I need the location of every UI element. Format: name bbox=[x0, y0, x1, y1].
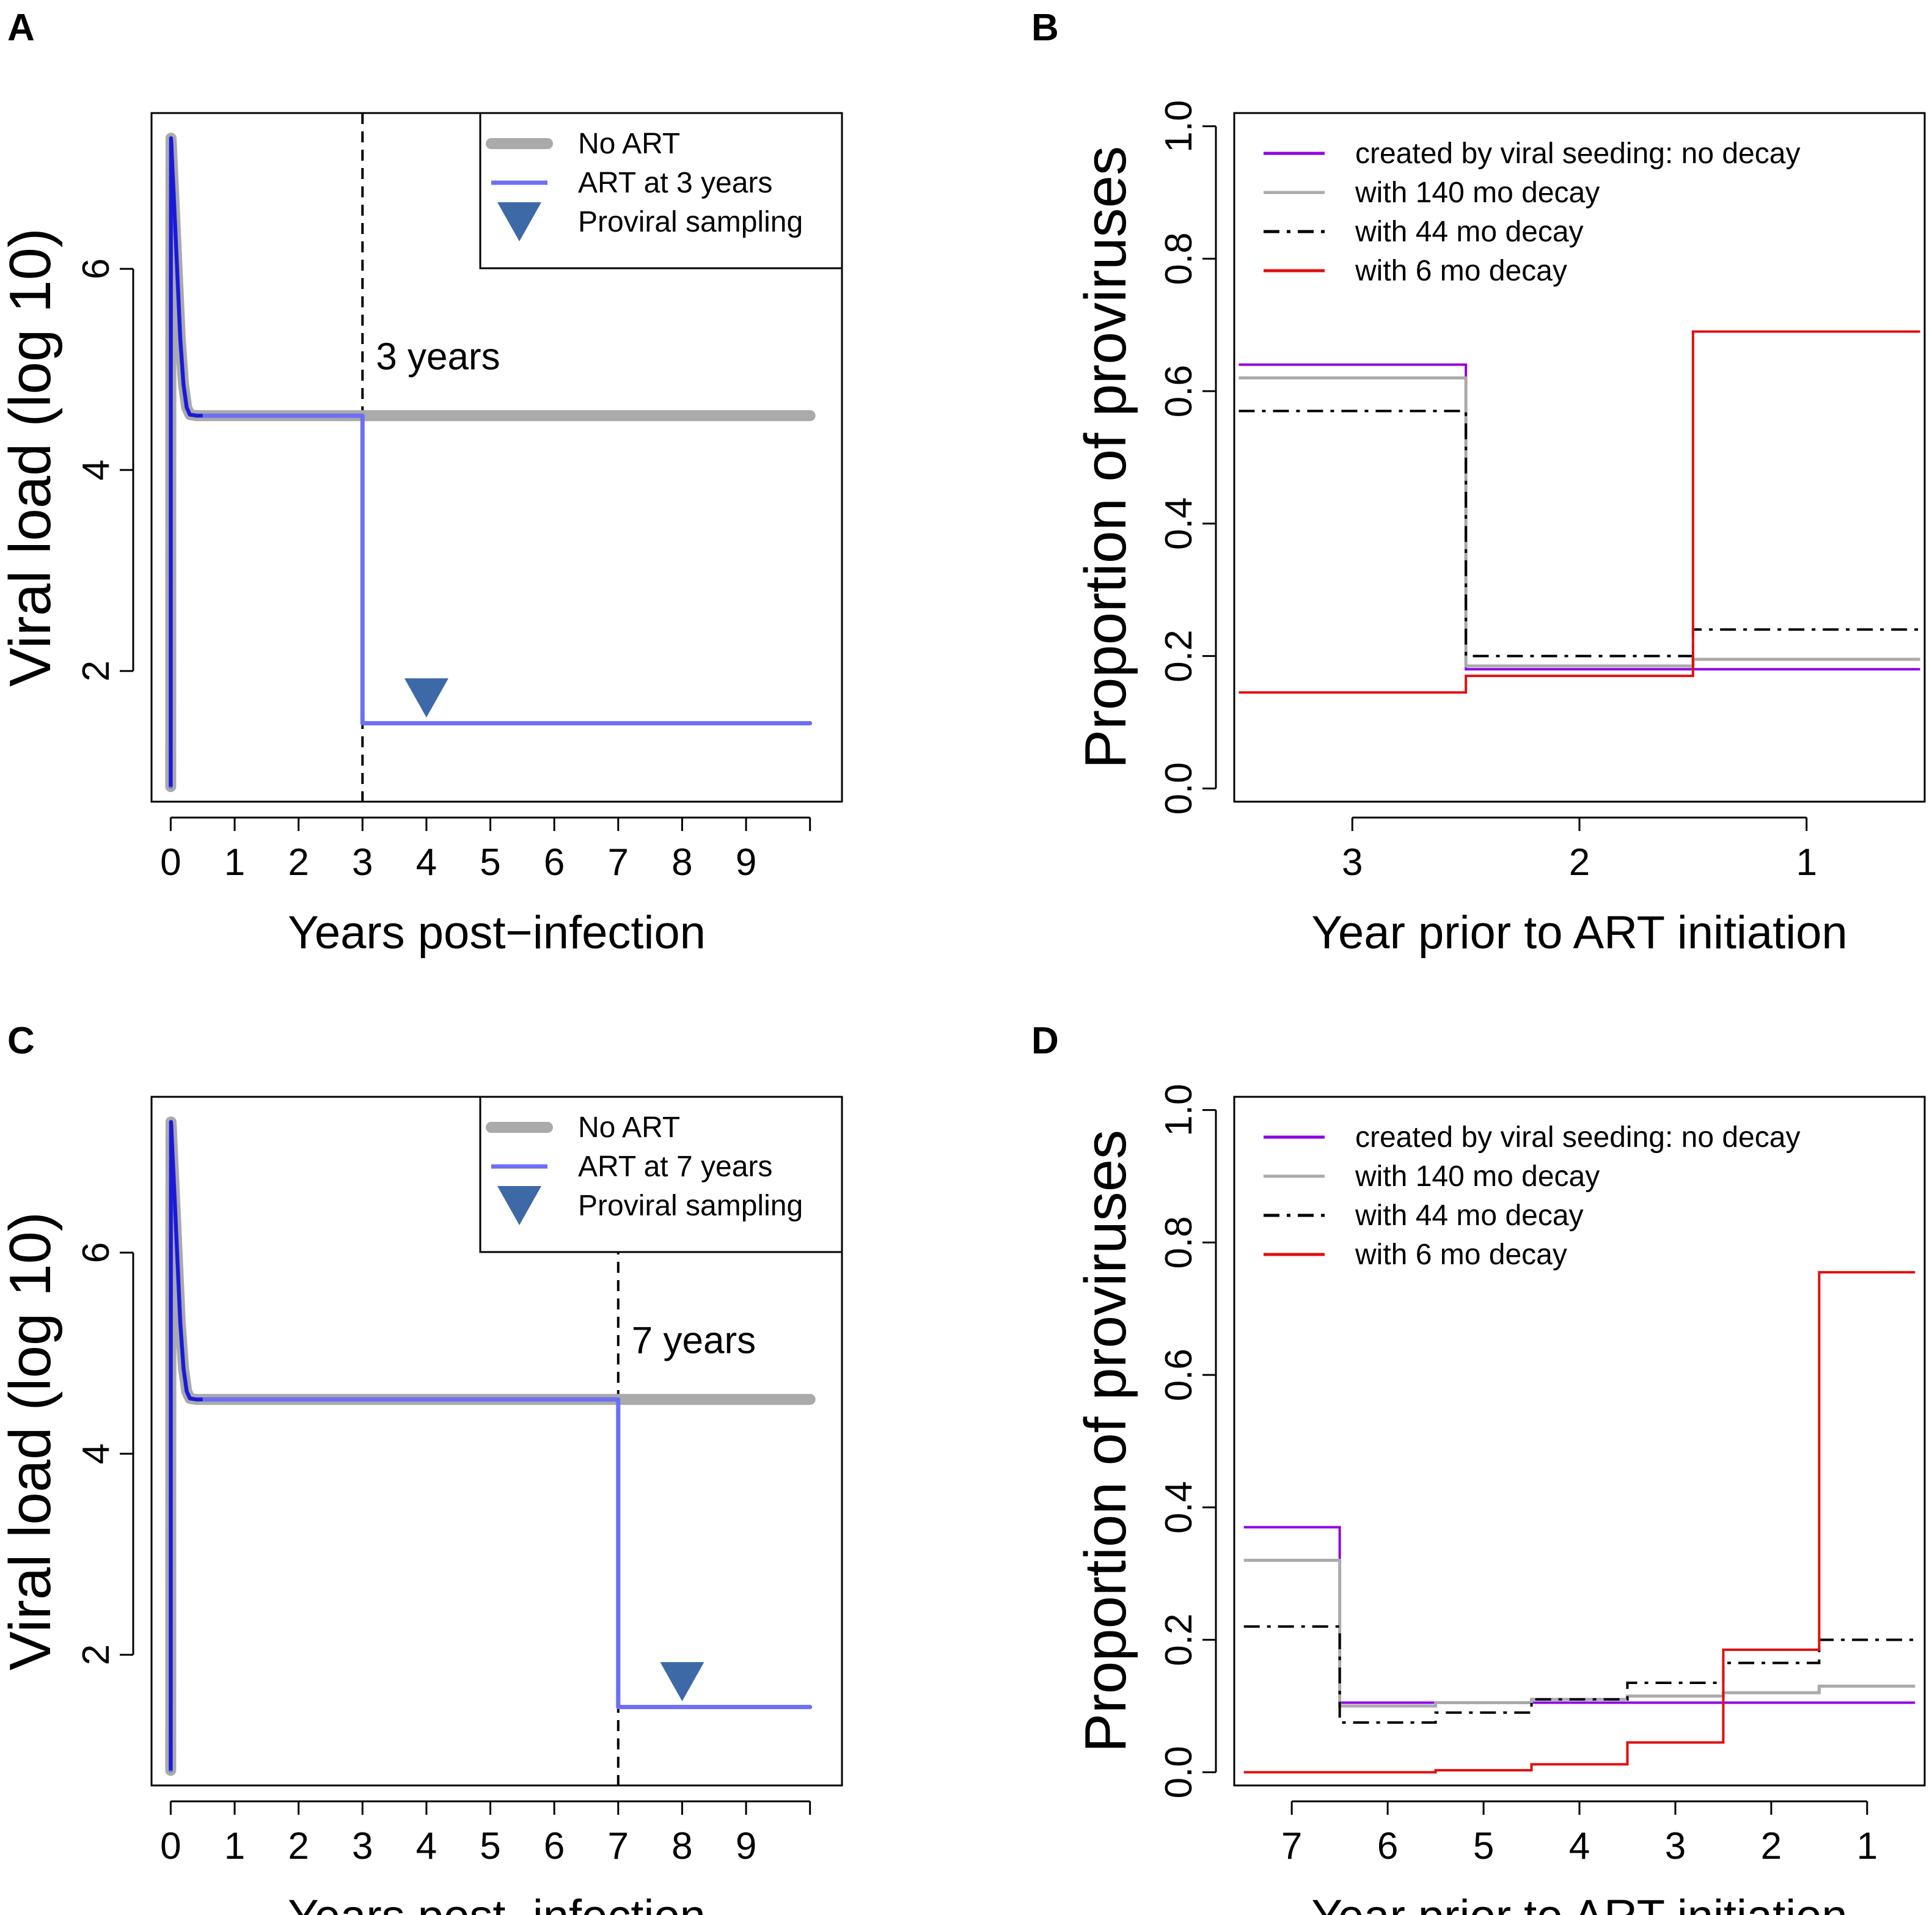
legend-entry-created-by-viral-seeding-no-decay: created by viral seeding: no decay bbox=[1355, 137, 1800, 170]
panel-letter-a: A bbox=[7, 7, 35, 49]
plot-frame bbox=[1233, 112, 1926, 803]
legend-entry-no-art: No ART bbox=[578, 1111, 680, 1144]
series-line-with-6-mo-decay bbox=[1243, 1271, 1916, 1774]
x-tick-label-6: 6 bbox=[1377, 1825, 1398, 1867]
series-line-initial-peak bbox=[169, 1120, 203, 1771]
series-line-initial-peak bbox=[169, 136, 203, 787]
series-line-with-6-mo-decay bbox=[1239, 330, 1920, 694]
y-tick-label-0-8: 0.8 bbox=[1158, 1216, 1200, 1269]
panel-letter-c: C bbox=[7, 1020, 35, 1062]
x-tick-label-1: 1 bbox=[1796, 841, 1817, 884]
x-tick-label-6: 6 bbox=[544, 1825, 565, 1867]
y-tick-label-0-8: 0.8 bbox=[1158, 232, 1200, 285]
legend-entry-proviral-sampling: Proviral sampling bbox=[578, 206, 803, 238]
x-tick-label-3: 3 bbox=[352, 1825, 373, 1867]
x-tick-label-1: 1 bbox=[224, 841, 245, 884]
legend-entry-with-140-mo-decay: with 140 mo decay bbox=[1355, 1160, 1600, 1193]
y-tick-label-1-0: 1.0 bbox=[1158, 1084, 1200, 1137]
x-tick-label-9: 9 bbox=[736, 1825, 756, 1867]
panel-d-provirus-proportion-chart: 7 6 5 4 3 2 1 0.0 0.2 0.4 0.6 0.8 1.0 Year prior to A… bbox=[1073, 1084, 1926, 1915]
panel-letter-b: B bbox=[1031, 7, 1059, 49]
x-tick-label-2: 2 bbox=[1569, 841, 1590, 884]
y-tick-label-0-4: 0.4 bbox=[1158, 497, 1200, 550]
y-axis-title: Proportion of proviruses bbox=[1073, 146, 1138, 769]
x-tick-label-6: 6 bbox=[544, 841, 565, 884]
x-axis-title: Year prior to ART initiation bbox=[1311, 907, 1847, 959]
y-tick-label-4: 4 bbox=[75, 460, 117, 480]
legend-entry-with-6-mo-decay: with 6 mo decay bbox=[1355, 1239, 1567, 1271]
x-tick-label-5: 5 bbox=[1473, 1825, 1494, 1867]
x-tick-label-8: 8 bbox=[671, 1825, 692, 1867]
proviral-sampling-marker bbox=[404, 678, 448, 718]
x-tick-label-7: 7 bbox=[1281, 1825, 1302, 1867]
panel-letter-d: D bbox=[1031, 1020, 1059, 1062]
y-tick-label-0-2: 0.2 bbox=[1158, 1613, 1200, 1666]
y-axis-title: Viral load (log 10) bbox=[0, 228, 63, 687]
y-tick-label-0-6: 0.6 bbox=[1158, 365, 1200, 417]
x-tick-label-9: 9 bbox=[736, 841, 756, 884]
x-tick-label-8: 8 bbox=[671, 841, 692, 884]
y-tick-label-0-2: 0.2 bbox=[1158, 629, 1200, 682]
series-line-with-140-mo-decay bbox=[1243, 1559, 1916, 1708]
legend-entry-no-art: No ART bbox=[578, 128, 680, 160]
plot-frame bbox=[1233, 1096, 1926, 1787]
x-tick-label-3: 3 bbox=[1665, 1825, 1686, 1867]
x-tick-label-1: 1 bbox=[224, 1825, 245, 1867]
x-tick-label-0: 0 bbox=[160, 841, 181, 884]
x-tick-label-0: 0 bbox=[160, 1825, 181, 1867]
x-axis-title: Years post−infection bbox=[288, 1891, 706, 1915]
x-axis-title: Year prior to ART initiation bbox=[1311, 1891, 1847, 1915]
panel-b-provirus-proportion-chart: 3 2 1 0.0 0.2 0.4 0.6 0.8 1.0 Year prior to ART i… bbox=[1073, 100, 1926, 959]
series-line-with-44-mo-decay bbox=[1239, 409, 1920, 657]
y-tick-label-1-0: 1.0 bbox=[1158, 100, 1200, 153]
x-tick-label-7: 7 bbox=[608, 841, 629, 884]
panel-c-viral-load-chart: 0 1 2 3 4 5 6 78 9 2 4 6 Years post−infection Viral l… bbox=[0, 1096, 843, 1915]
x-tick-label-5: 5 bbox=[480, 1825, 500, 1867]
series-line-with-140-mo-decay bbox=[1239, 376, 1920, 668]
art-year-annotation: 7 years bbox=[632, 1320, 756, 1362]
legend-entry-art-at-7-years: ART at 7 years bbox=[578, 1151, 772, 1183]
x-tick-label-1: 1 bbox=[1857, 1825, 1878, 1867]
y-tick-label-6: 6 bbox=[75, 258, 117, 279]
legend-entry-proviral-sampling: Proviral sampling bbox=[578, 1190, 803, 1222]
y-tick-label-0-6: 0.6 bbox=[1158, 1349, 1200, 1401]
y-tick-label-0-4: 0.4 bbox=[1158, 1481, 1200, 1534]
legend-entry-with-44-mo-decay: with 44 mo decay bbox=[1355, 1199, 1584, 1232]
y-axis-title: Proportion of proviruses bbox=[1073, 1130, 1138, 1752]
legend-entry-with-140-mo-decay: with 140 mo decay bbox=[1355, 177, 1600, 209]
y-tick-label-2: 2 bbox=[75, 661, 117, 681]
y-tick-label-2: 2 bbox=[75, 1644, 117, 1665]
x-tick-label-7: 7 bbox=[608, 1825, 629, 1867]
legend-swatch-sampling bbox=[497, 1186, 541, 1225]
series-line-created-by-viral-seeding-no-decay bbox=[1243, 1526, 1916, 1704]
x-tick-label-4: 4 bbox=[1569, 1825, 1590, 1867]
x-axis-title: Years post−infection bbox=[288, 907, 706, 959]
y-axis-title: Viral load (log 10) bbox=[0, 1212, 63, 1671]
legend-entry-with-6-mo-decay: with 6 mo decay bbox=[1355, 255, 1567, 287]
legend-entry-created-by-viral-seeding-no-decay: created by viral seeding: no decay bbox=[1355, 1121, 1800, 1154]
legend-entry-with-44-mo-decay: with 44 mo decay bbox=[1355, 216, 1584, 248]
x-tick-label-4: 4 bbox=[416, 1825, 437, 1867]
y-tick-label-0-0: 0.0 bbox=[1158, 762, 1200, 815]
x-tick-label-5: 5 bbox=[480, 841, 500, 884]
y-tick-label-0-0: 0.0 bbox=[1158, 1746, 1200, 1798]
y-tick-label-6: 6 bbox=[75, 1242, 117, 1263]
x-tick-label-3: 3 bbox=[352, 841, 373, 884]
legend-entry-art-at-3-years: ART at 3 years bbox=[578, 167, 772, 199]
series-line-with-44-mo-decay bbox=[1243, 1625, 1916, 1724]
art-year-annotation: 3 years bbox=[376, 336, 500, 378]
x-tick-label-4: 4 bbox=[416, 841, 437, 884]
legend-swatch-sampling bbox=[497, 202, 541, 241]
y-tick-label-4: 4 bbox=[75, 1443, 117, 1464]
x-tick-label-2: 2 bbox=[1761, 1825, 1782, 1867]
x-tick-label-2: 2 bbox=[288, 841, 309, 884]
x-tick-label-2: 2 bbox=[288, 1825, 309, 1867]
series-line-created-by-viral-seeding-no-decay bbox=[1239, 363, 1920, 671]
x-tick-label-3: 3 bbox=[1342, 841, 1363, 884]
proviral-sampling-marker bbox=[660, 1662, 704, 1702]
